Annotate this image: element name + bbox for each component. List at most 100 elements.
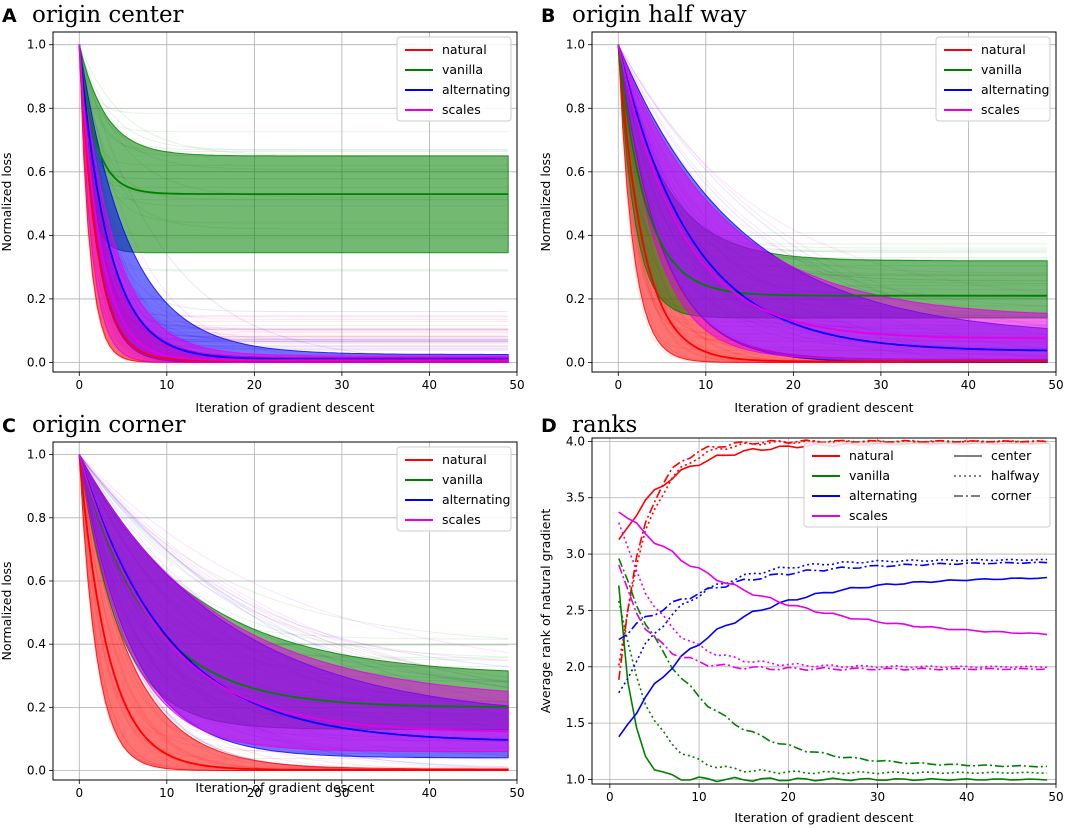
- legend-label-scales: scales: [442, 102, 481, 117]
- y-tick-label: 1.5: [566, 716, 585, 730]
- y-tick-label: 0.8: [566, 101, 585, 115]
- mean-line-scales: [78, 44, 509, 362]
- x-tick-label: 40: [422, 786, 437, 800]
- y-axis-label: Normalized loss: [0, 152, 14, 251]
- legend-label-natural: natural: [442, 42, 487, 57]
- rank-line-vanilla-center: [618, 585, 1048, 783]
- y-tick-label: 0.8: [27, 511, 46, 525]
- trial-line-vanilla: [78, 454, 509, 640]
- trial-line-vanilla: [78, 44, 509, 271]
- legend-label-alternating: alternating: [849, 488, 917, 503]
- x-axis-label: Iteration of gradient descent: [195, 780, 374, 795]
- mean-line-scales: [617, 44, 1048, 340]
- mean-line-alternating: [617, 44, 1048, 352]
- trial-line-scales: [78, 454, 509, 662]
- rank-line-scales-center: [618, 511, 1048, 636]
- plot-area: [78, 454, 509, 771]
- y-tick-label: 0.0: [27, 764, 46, 778]
- legend-label-vanilla: vanilla: [981, 62, 1022, 77]
- y-axis-label: Average rank of natural gradient: [538, 509, 553, 714]
- x-tick-label: 30: [334, 378, 349, 392]
- rank-line-natural-halfway: [618, 439, 1048, 666]
- y-tick-label: 4.0: [566, 434, 585, 448]
- y-tick-label: 0.4: [566, 228, 585, 242]
- x-tick-label: 10: [159, 378, 174, 392]
- legend-label-alternating: alternating: [442, 82, 510, 97]
- x-axis-label: Iteration of gradient descent: [195, 400, 374, 415]
- trial-line-vanilla: [78, 44, 509, 133]
- axes-frame: [52, 31, 518, 373]
- mean-line-scales: [78, 454, 509, 733]
- y-tick-label: 1.0: [27, 38, 46, 52]
- y-tick-label: 0.6: [27, 165, 46, 179]
- rank-line-vanilla-halfway: [618, 600, 1048, 775]
- y-tick-label: 0.0: [566, 355, 585, 369]
- panel-d-letter: D: [541, 415, 557, 437]
- panel-a-chart: 0 10 20 30 40 50 0.0 0.2 0.4 0.6 0.8 1.0 Iteration o…: [0, 31, 525, 415]
- legend-label-natural: natural: [442, 452, 487, 467]
- x-tick-label: 10: [159, 786, 174, 800]
- x-tick-label: 50: [1048, 790, 1063, 804]
- y-tick-label: 3.0: [566, 547, 585, 561]
- legend-box: [935, 36, 1051, 122]
- mean-line-vanilla: [78, 44, 509, 196]
- legend-label-alternating: alternating: [981, 82, 1049, 97]
- x-tick-label: 10: [691, 790, 706, 804]
- x-tick-label: 0: [606, 790, 614, 804]
- x-tick-label: 0: [75, 378, 83, 392]
- legend-style-label-halfway: halfway: [991, 468, 1040, 483]
- x-axis-label: Iteration of gradient descent: [734, 810, 913, 825]
- rank-line-alternating-halfway: [618, 558, 1048, 694]
- y-axis-label: Normalized loss: [0, 561, 14, 660]
- trial-line-vanilla: [78, 44, 509, 272]
- legend-label-vanilla: vanilla: [442, 472, 483, 487]
- trial-line-vanilla: [78, 44, 509, 151]
- x-tick-label: 50: [509, 786, 524, 800]
- legend-label-vanilla: vanilla: [442, 62, 483, 77]
- mean-line-vanilla: [617, 44, 1048, 297]
- trial-line-vanilla: [78, 44, 509, 151]
- rank-line-scales-corner: [618, 564, 1048, 672]
- trial-line-scales: [78, 454, 509, 654]
- x-tick-label: 20: [247, 786, 262, 800]
- legend-label-scales: scales: [442, 512, 481, 527]
- y-tick-label: 2.0: [566, 660, 585, 674]
- plot-area: [617, 44, 1048, 363]
- y-tick-label: 0.4: [27, 228, 46, 242]
- axes-frame: [591, 31, 1057, 373]
- mean-line-alternating: [78, 44, 509, 361]
- x-tick-label: 10: [698, 378, 713, 392]
- panel-a-title: origin center: [32, 2, 184, 28]
- legend-box: [396, 36, 512, 122]
- y-tick-label: 0.2: [566, 292, 585, 306]
- x-tick-label: 20: [781, 790, 796, 804]
- legend-box: [396, 446, 512, 532]
- axes-frame: [52, 441, 518, 781]
- y-tick-label: 1.0: [566, 772, 585, 786]
- panel-a-letter: A: [2, 5, 17, 27]
- rank-line-alternating-corner: [618, 561, 1048, 641]
- y-tick-label: 0.2: [27, 292, 46, 306]
- rank-line-alternating-center: [618, 576, 1048, 738]
- legend-label-scales: scales: [981, 102, 1020, 117]
- y-tick-label: 0.2: [27, 700, 46, 714]
- band-scales: [78, 454, 509, 752]
- legend-label-alternating: alternating: [442, 492, 510, 507]
- rank-line-natural-corner: [618, 439, 1048, 680]
- legend-label-natural: natural: [981, 42, 1026, 57]
- x-tick-label: 50: [509, 378, 524, 392]
- y-axis-label: Normalized loss: [538, 152, 553, 251]
- legend-label-vanilla: vanilla: [849, 468, 890, 483]
- legend-style-label-corner: corner: [991, 488, 1032, 503]
- axes-frame: [591, 437, 1057, 785]
- mean-line-alternating: [78, 454, 509, 741]
- plot-area: [78, 44, 509, 363]
- rank-line-scales-halfway: [618, 522, 1048, 669]
- legend-box: [803, 442, 1051, 528]
- y-tick-label: 1.0: [27, 448, 46, 462]
- x-tick-label: 0: [614, 378, 622, 392]
- x-tick-label: 40: [959, 790, 974, 804]
- y-tick-label: 1.0: [566, 38, 585, 52]
- mean-line-natural: [78, 454, 509, 771]
